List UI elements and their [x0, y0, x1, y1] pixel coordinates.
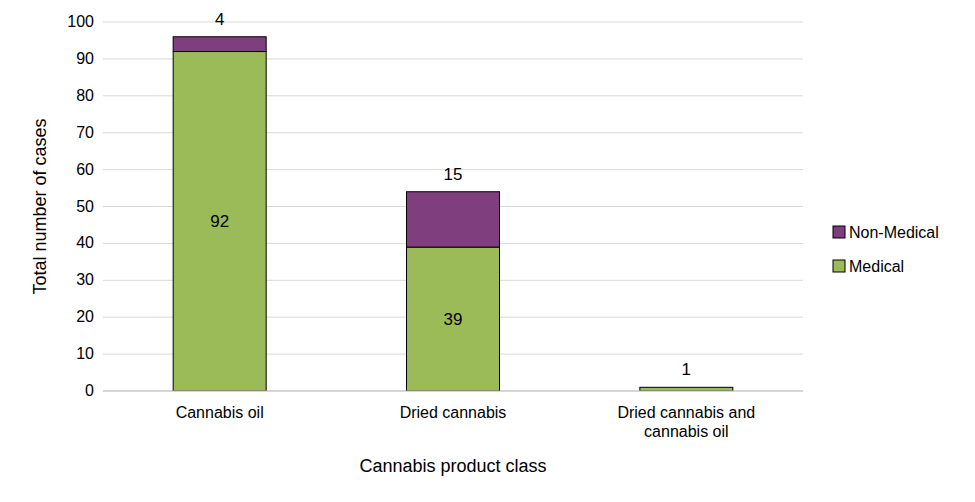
- bar-segment: [407, 247, 500, 391]
- bar-segment: [640, 387, 733, 391]
- bar-segment: [407, 192, 500, 247]
- data-label: 92: [210, 212, 229, 231]
- chart-container: 0 10 20 30 40 50 60 70 80 90 100 92 4 39 15 1 Cannabis o…: [0, 0, 975, 502]
- data-label: 4: [215, 10, 224, 29]
- legend-label: Medical: [849, 258, 904, 275]
- y-axis-title: Total number of cases: [30, 118, 50, 294]
- data-labels: 92 4 39 15 1: [210, 10, 691, 380]
- y-tick-label: 40: [76, 234, 94, 251]
- grid-line: [103, 22, 803, 23]
- data-label: 15: [444, 165, 463, 184]
- x-tick-label: Dried cannabis: [400, 404, 507, 421]
- x-axis-line: [103, 391, 803, 392]
- y-tick-label: 0: [85, 382, 94, 399]
- x-tick-label-line: cannabis oil: [644, 423, 729, 440]
- y-tick-label: 20: [76, 308, 94, 325]
- x-tick-label: Dried cannabis and cannabis oil: [617, 404, 755, 440]
- x-tick-label-line: Dried cannabis and: [617, 404, 755, 421]
- y-tick-label: 70: [76, 124, 94, 141]
- x-axis-title: Cannabis product class: [359, 456, 546, 476]
- x-tick-label: Cannabis oil: [176, 404, 264, 421]
- y-tick-label: 60: [76, 161, 94, 178]
- legend-swatch: [833, 260, 845, 272]
- bars: [173, 37, 733, 391]
- legend: Non-Medical Medical: [833, 224, 939, 275]
- legend-swatch: [833, 226, 845, 238]
- chart-svg: 0 10 20 30 40 50 60 70 80 90 100 92 4 39 15 1 Cannabis o…: [0, 0, 975, 502]
- y-tick-label: 90: [76, 50, 94, 67]
- legend-label: Non-Medical: [849, 224, 939, 241]
- data-label: 39: [444, 310, 463, 329]
- y-tick-label: 50: [76, 198, 94, 215]
- y-tick-label: 10: [76, 345, 94, 362]
- data-label: 1: [682, 360, 691, 379]
- y-tick-label: 100: [67, 13, 94, 30]
- y-tick-label: 80: [76, 87, 94, 104]
- grid-line: [103, 391, 803, 392]
- bar-segment: [173, 37, 266, 52]
- y-tick-label: 30: [76, 271, 94, 288]
- bar-segment: [173, 52, 266, 391]
